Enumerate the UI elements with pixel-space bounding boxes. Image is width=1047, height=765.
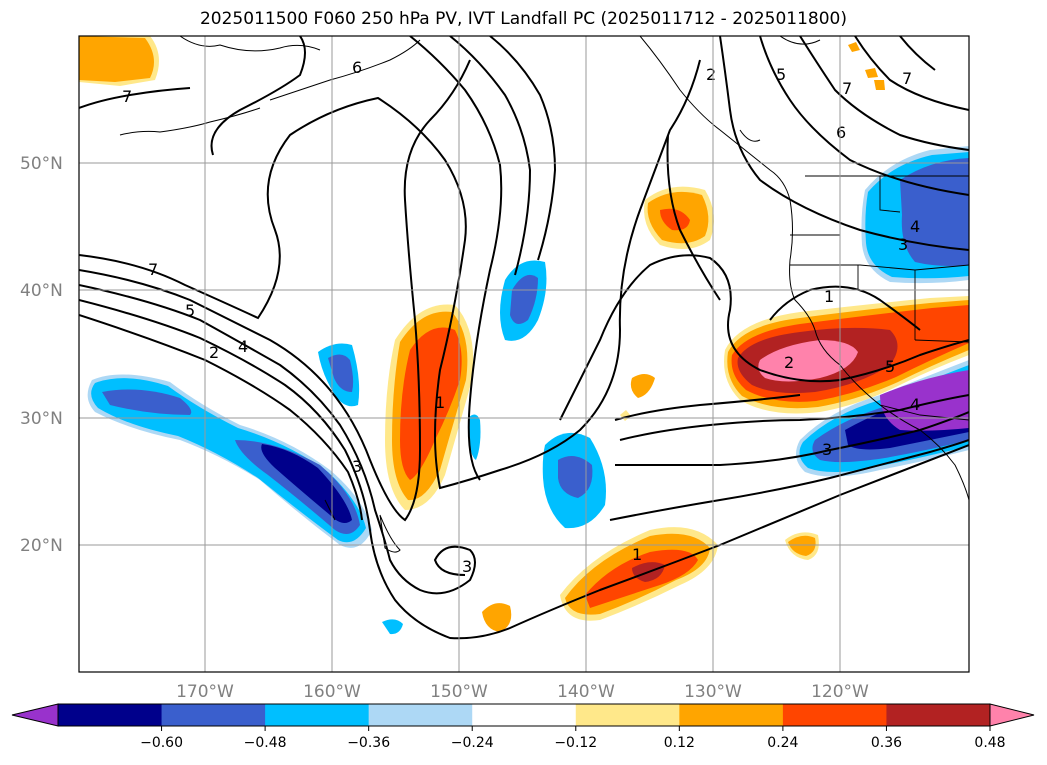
colorbar-segment [161, 704, 266, 726]
colorbar-tick-label: 0.48 [974, 735, 1005, 751]
contour-label: 1 [435, 393, 445, 412]
lon-label: 150°W [430, 682, 488, 702]
colorbar-tick-label: −0.60 [140, 735, 183, 751]
contour-label: 2 [209, 343, 219, 362]
contour-label-group: 7 6 2 5 7 7 6 4 3 7 5 4 2 3 1 1 2 5 4 3 … [122, 58, 920, 576]
contour-label: 3 [898, 235, 908, 254]
colorbar-segment [368, 704, 473, 726]
lat-label: 40°N [20, 281, 63, 301]
latitude-labels: 50°N 40°N 30°N 20°N [20, 154, 63, 556]
colorbar-extend-max [989, 703, 1035, 727]
contour-label: 1 [824, 287, 834, 306]
lat-label: 50°N [20, 154, 63, 174]
colorbar-tick-label: 0.36 [871, 735, 902, 751]
colorbar-tick-label: −0.24 [451, 735, 494, 751]
contour-label: 4 [238, 337, 248, 356]
contour-label: 3 [822, 440, 832, 459]
colorbar-segment [265, 704, 370, 726]
lon-label: 160°W [303, 682, 361, 702]
colorbar-segment [782, 704, 887, 726]
contour-label: 1 [632, 545, 642, 564]
map-title: 2025011500 F060 250 hPa PV, IVT Landfall… [199, 9, 847, 29]
lon-label: 170°W [176, 682, 234, 702]
colorbar-tick-label: −0.48 [244, 735, 287, 751]
contour-label: 6 [836, 123, 846, 142]
colorbar-outline [57, 703, 991, 727]
lat-label: 30°N [20, 409, 63, 429]
contour-label: 3 [352, 457, 362, 476]
contour-label: 3 [462, 557, 472, 576]
colorbar-tick-label: 0.24 [767, 735, 798, 751]
lon-label: 120°W [811, 682, 869, 702]
colorbar-tick-label: −0.12 [554, 735, 597, 751]
contour-label: 5 [885, 357, 895, 376]
contour-label: 7 [122, 87, 132, 106]
colorbar-segment [472, 704, 577, 726]
gridlines [79, 36, 969, 672]
colorbar-segment [886, 704, 991, 726]
contour-label: 2 [706, 65, 716, 84]
longitude-labels: 170°W 160°W 150°W 140°W 130°W 120°W [176, 682, 869, 702]
contour-label: 5 [185, 301, 195, 320]
colorbar-tick-label: −0.36 [347, 735, 390, 751]
contour-label: 5 [776, 65, 786, 84]
contour-label: 2 [784, 353, 794, 372]
colorbar-segment [58, 704, 163, 726]
contour-label: 4 [910, 395, 920, 414]
contour-label: 4 [910, 217, 920, 236]
pv-contours [79, 36, 969, 640]
lon-label: 140°W [557, 682, 615, 702]
colorbar-tick-label: 0.12 [664, 735, 695, 751]
colorbar-segment [575, 704, 680, 726]
contour-label: 7 [902, 69, 912, 88]
contour-label: 7 [842, 79, 852, 98]
colorbar: −0.60 −0.48 −0.36 −0.24 −0.12 0.12 0.24 0.36 0.4… [11, 703, 1035, 751]
lon-label: 130°W [684, 682, 742, 702]
colorbar-extend-min [11, 703, 59, 727]
lat-label: 20°N [20, 536, 63, 556]
contour-label: 6 [352, 58, 362, 77]
plot-frame [78, 35, 970, 673]
contour-label: 7 [148, 260, 158, 279]
colorbar-segment [679, 704, 784, 726]
